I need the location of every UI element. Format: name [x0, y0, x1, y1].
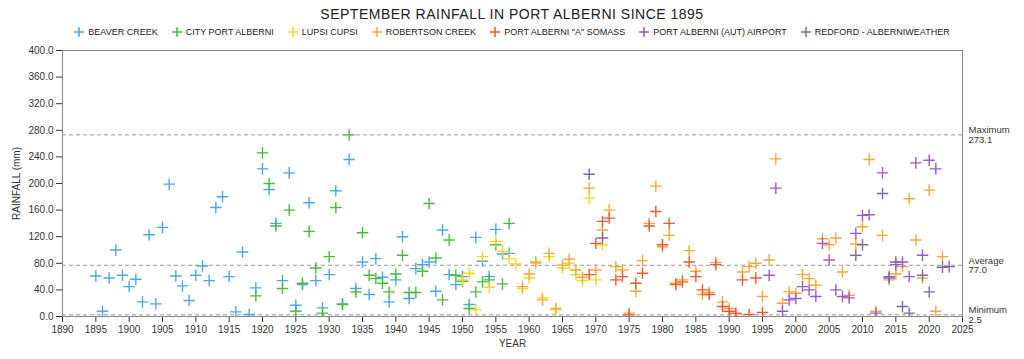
svg-text:1905: 1905: [151, 324, 174, 335]
svg-text:1945: 1945: [418, 324, 441, 335]
svg-text:1910: 1910: [185, 324, 208, 335]
svg-text:1985: 1985: [685, 324, 708, 335]
svg-text:1925: 1925: [285, 324, 308, 335]
svg-text:1995: 1995: [751, 324, 774, 335]
svg-text:160.0: 160.0: [28, 204, 53, 215]
svg-text:80.0: 80.0: [34, 258, 54, 269]
html-text:LUPSI CUPSI: LUPSI CUPSI: [301, 27, 358, 37]
svg-text:2020: 2020: [918, 324, 941, 335]
svg-text:1955: 1955: [485, 324, 508, 335]
html-text:CITY PORT ALBERNI: CITY PORT ALBERNI: [185, 27, 274, 37]
svg-text:Minimum2.5: Minimum2.5: [969, 304, 1008, 325]
svg-text:400.0: 400.0: [28, 45, 53, 56]
html-text:REDFORD - ALBERNIWEATHER: REDFORD - ALBERNIWEATHER: [814, 27, 950, 37]
svg-text:1970: 1970: [585, 324, 608, 335]
svg-text:2015: 2015: [885, 324, 908, 335]
svg-text:Maximum273.1: Maximum273.1: [969, 124, 1010, 145]
svg-text:2025: 2025: [951, 324, 974, 335]
html-text:SEPTEMBER RAINFALL IN PORT ALB: SEPTEMBER RAINFALL IN PORT ALBERNI SINCE…: [320, 6, 704, 22]
svg-text:1940: 1940: [385, 324, 408, 335]
svg-text:1915: 1915: [218, 324, 241, 335]
svg-text:1930: 1930: [318, 324, 341, 335]
svg-text:1895: 1895: [85, 324, 108, 335]
svg-text:2005: 2005: [818, 324, 841, 335]
svg-text:1935: 1935: [351, 324, 374, 335]
svg-text:0.0: 0.0: [40, 311, 54, 322]
svg-text:YEAR: YEAR: [499, 338, 526, 349]
svg-text:1920: 1920: [251, 324, 274, 335]
svg-text:1965: 1965: [551, 324, 574, 335]
svg-text:40.0: 40.0: [34, 284, 54, 295]
svg-text:1975: 1975: [618, 324, 641, 335]
svg-text:200.0: 200.0: [28, 178, 53, 189]
svg-text:1990: 1990: [718, 324, 741, 335]
svg-text:1900: 1900: [118, 324, 141, 335]
svg-text:1980: 1980: [651, 324, 674, 335]
html-text:ROBERTSON CREEK: ROBERTSON CREEK: [385, 27, 477, 37]
html-text:PORT ALBERNI (AUT) AIRPORT: PORT ALBERNI (AUT) AIRPORT: [653, 27, 787, 37]
svg-text:1890: 1890: [51, 324, 74, 335]
svg-text:320.0: 320.0: [28, 98, 53, 109]
html-text:BEAVER CREEK: BEAVER CREEK: [88, 27, 158, 37]
svg-text:2000: 2000: [785, 324, 808, 335]
svg-text:240.0: 240.0: [28, 151, 53, 162]
svg-text:1960: 1960: [518, 324, 541, 335]
svg-text:2010: 2010: [851, 324, 874, 335]
svg-text:1950: 1950: [451, 324, 474, 335]
svg-text:Average77.0: Average77.0: [969, 255, 1004, 276]
svg-text:280.0: 280.0: [28, 125, 53, 136]
svg-text:360.0: 360.0: [28, 71, 53, 82]
svg-text:RAINFALL (mm): RAINFALL (mm): [11, 147, 22, 220]
svg-text:120.0: 120.0: [28, 231, 53, 242]
html-text:PORT ALBERNI "A" SOMASS: PORT ALBERNI "A" SOMASS: [504, 27, 626, 37]
